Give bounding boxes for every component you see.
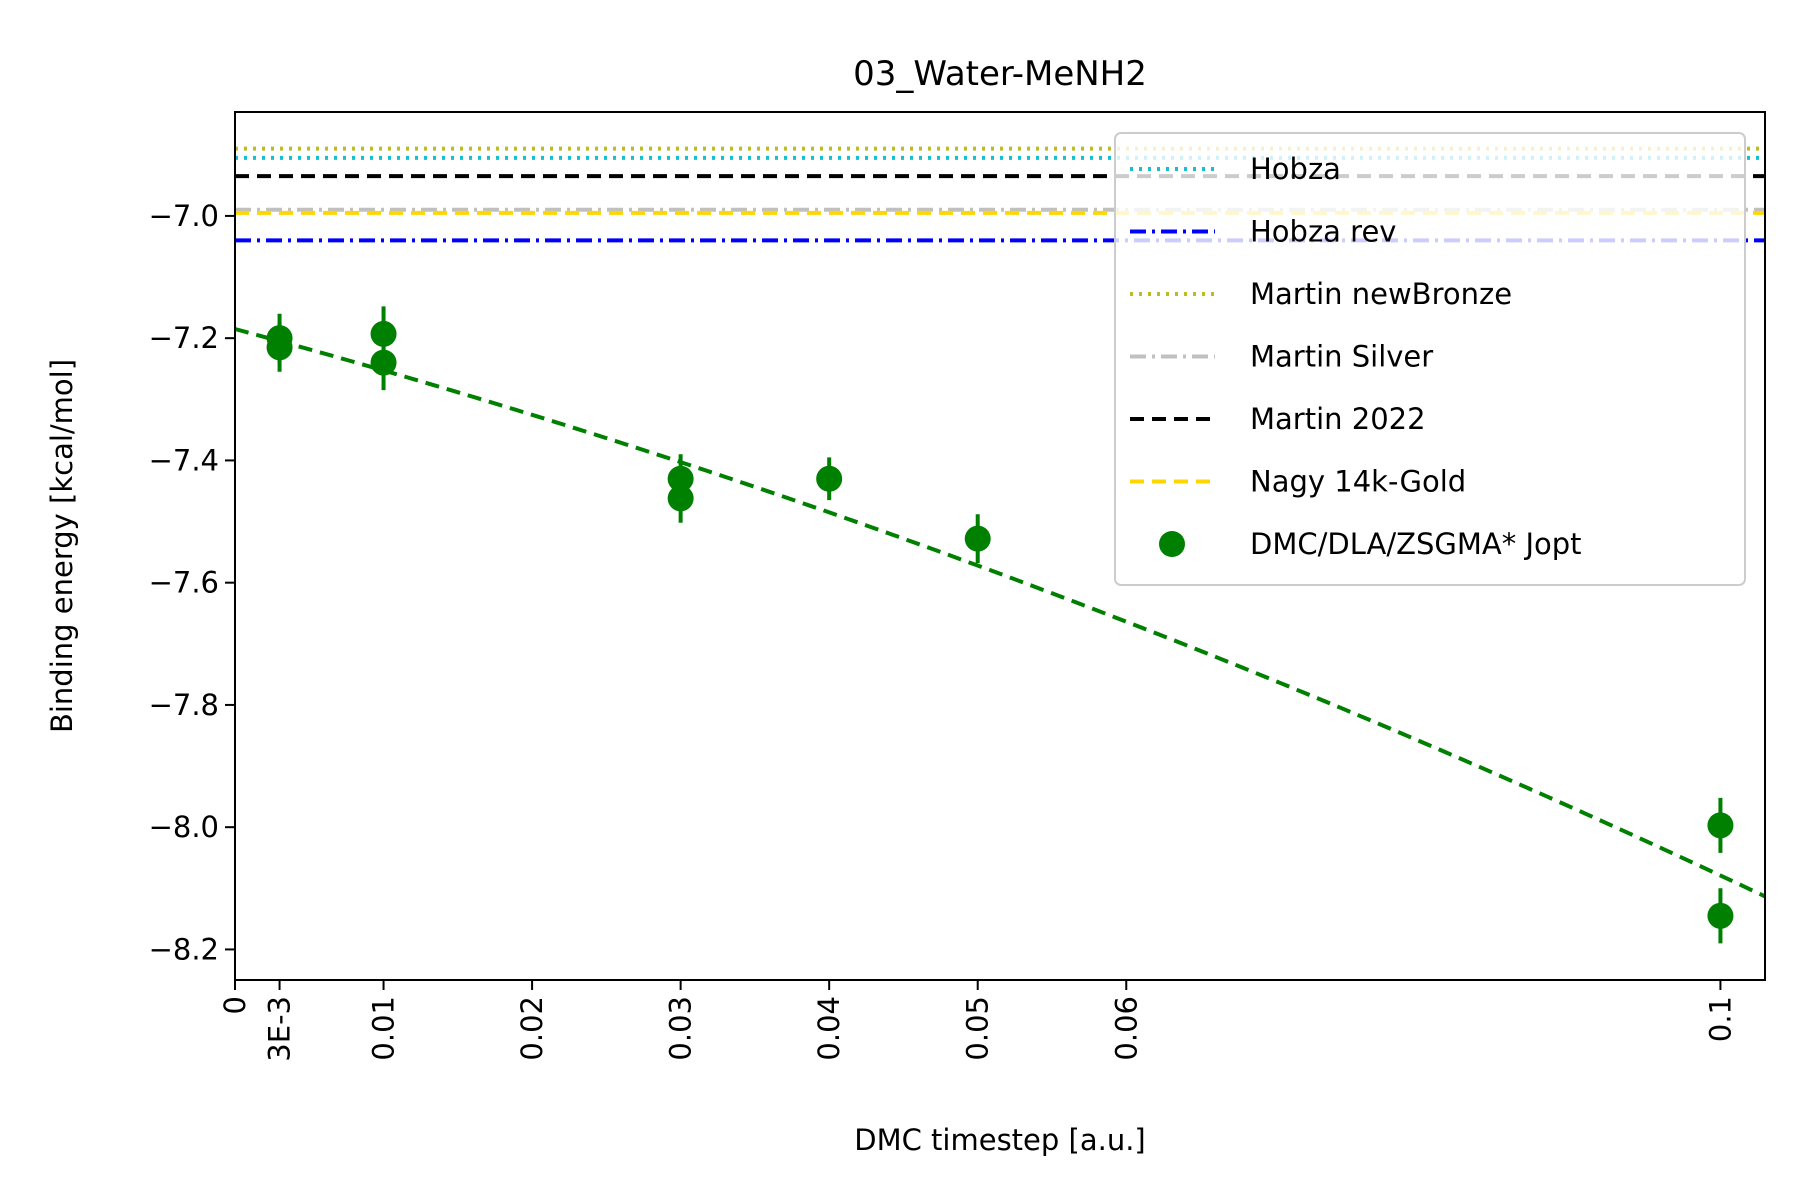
fit-curve [234,327,1766,899]
x-tick-label: 3E-3 [263,996,297,1062]
legend-label-hobza: Hobza [1250,152,1341,186]
legend-label-dmc-dla-zsgma-jopt: DMC/DLA/ZSGMA* Jopt [1250,527,1582,561]
y-tick-label: −7.8 [149,688,219,722]
x-tick-label: 0 [218,996,252,1014]
data-point [667,485,694,512]
data-point [370,320,397,347]
y-tick-label: −8.2 [149,932,219,966]
x-tick-label: 0.03 [664,996,698,1061]
data-point [370,349,397,376]
legend-swatch-dmc-dla-zsgma-jopt [1159,531,1185,557]
y-tick-label: −8.0 [149,810,219,844]
data-point [964,525,991,552]
plot-frame [234,111,1766,981]
data-point [816,465,843,492]
data-point [266,334,293,361]
y-axis-ticks: −7.0 −7.2 −7.4 −7.6 −7.8 −8.0 −8.2 [149,199,235,966]
x-axis-title: DMC timestep [a.u.] [854,1123,1146,1157]
fit-curve-layer [234,327,1766,899]
x-tick-label: 0.05 [961,996,995,1061]
legend-label-martin-2022: Martin 2022 [1250,402,1426,436]
y-tick-label: −7.0 [149,199,219,233]
chart-title: 03_Water-MeNH2 [853,54,1147,94]
legend: Hobza Hobza rev Martin newBronze Martin Sil… [1114,132,1746,586]
y-axis-title: Binding energy [kcal/mol] [45,359,79,733]
data-point [1707,902,1734,929]
legend-label-martin-silver: Martin Silver [1250,340,1433,374]
y-tick-label: −7.2 [149,321,219,355]
data-point [1707,812,1734,839]
x-tick-label: 0.06 [1109,996,1143,1061]
data-points-layer [266,306,1734,944]
x-tick-label: 0.1 [1703,996,1737,1042]
legend-label-hobza-rev: Hobza rev [1250,215,1396,249]
legend-box [1114,132,1746,586]
y-tick-label: −7.4 [149,443,219,477]
x-tick-label: 0.04 [812,996,846,1061]
y-tick-label: −7.6 [149,566,219,600]
legend-label-nagy-14k-gold: Nagy 14k-Gold [1250,465,1466,499]
x-tick-label: 0.01 [367,996,401,1061]
x-tick-label: 0.02 [515,996,549,1061]
legend-label-martin-newbronze: Martin newBronze [1250,277,1512,311]
x-axis-ticks: 0 3E-3 0.01 0.02 0.03 0.04 0.05 0.06 0.1 [218,980,1737,1062]
